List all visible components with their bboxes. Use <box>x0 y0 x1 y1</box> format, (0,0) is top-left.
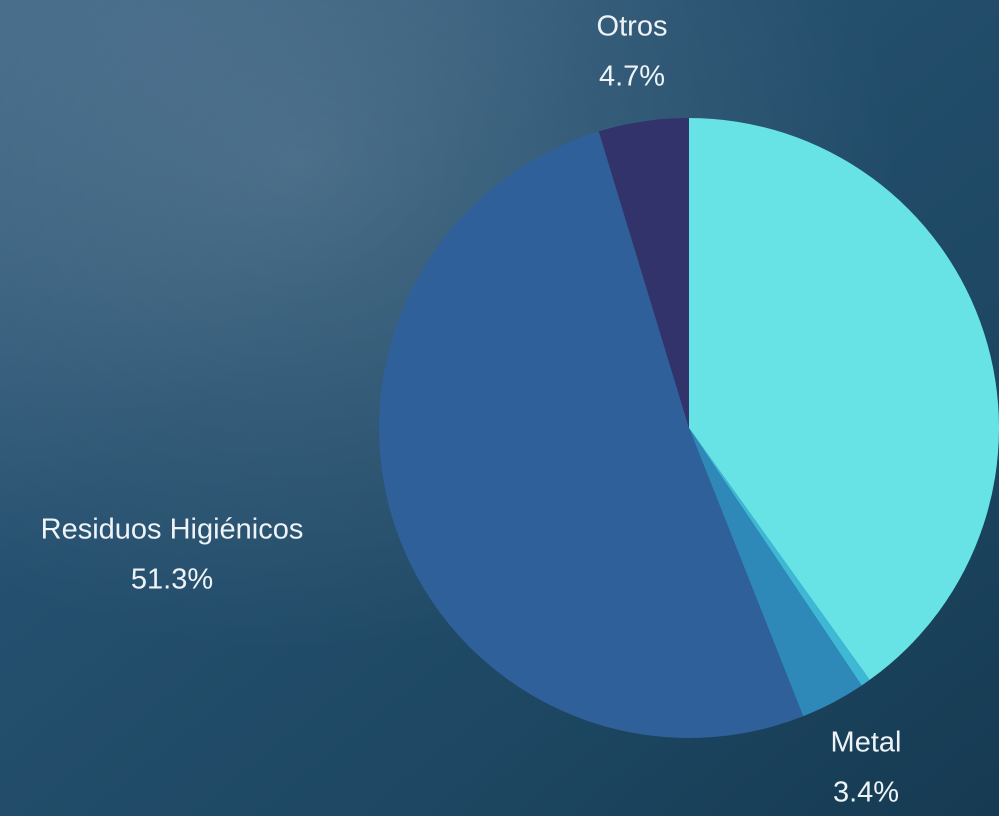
pie-slice <box>689 428 862 717</box>
pie <box>379 118 999 738</box>
slice-value-label: 3.4% <box>833 777 899 809</box>
slice-label: Otros <box>597 11 668 43</box>
pie-slice <box>689 428 870 686</box>
slice-label: Metal <box>831 727 902 759</box>
pie-slice <box>379 131 804 738</box>
pie-slice <box>598 118 689 428</box>
pie-slice <box>689 118 999 680</box>
slice-label: Residuos Higiénicos <box>41 514 304 546</box>
slice-value-label: 51.3% <box>131 564 213 596</box>
labels: Metal 3.4% Residuos Higiénicos 51.3% Otros 4.… <box>41 11 902 809</box>
slice-value-label: 4.7% <box>599 61 665 93</box>
